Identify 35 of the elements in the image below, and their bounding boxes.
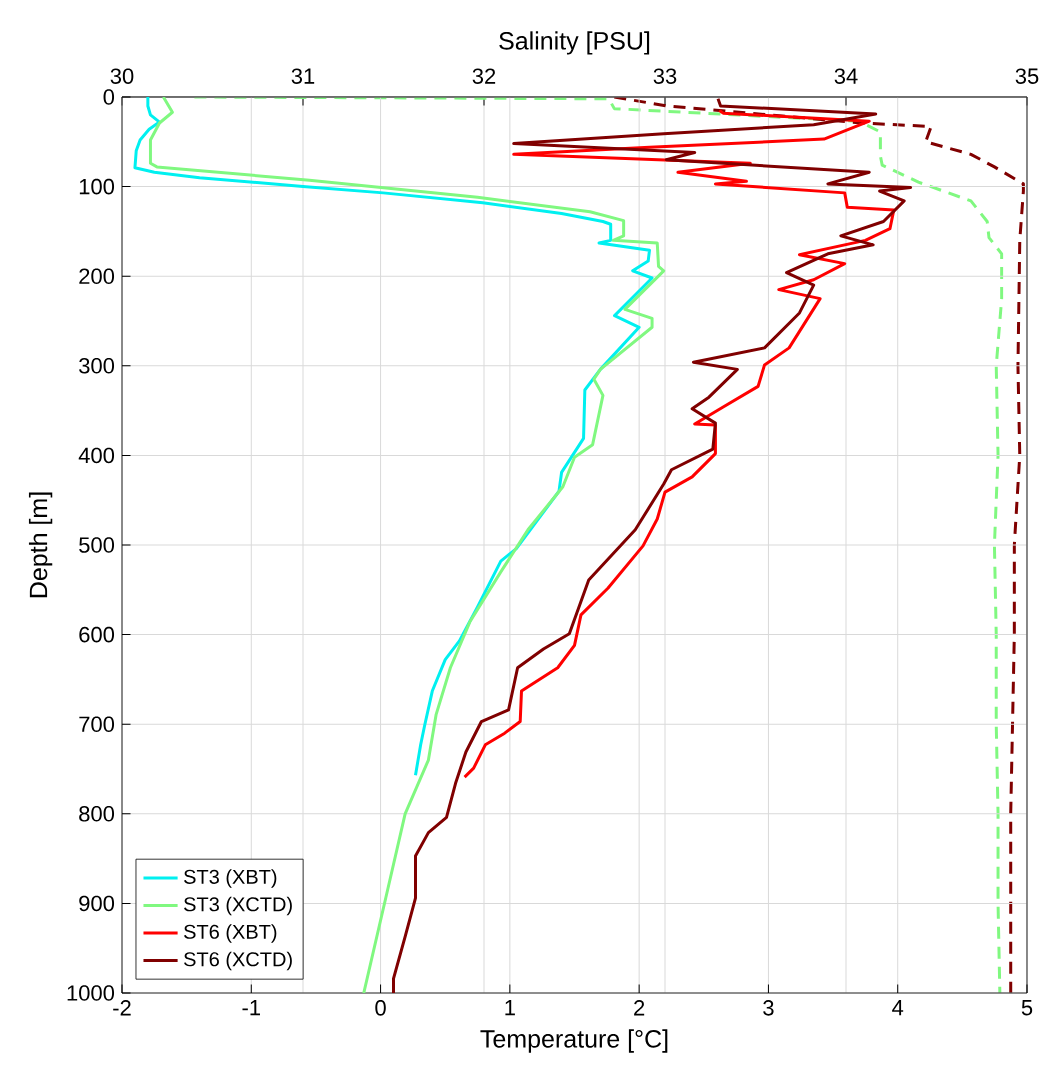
- y-tick-label: 300: [79, 358, 115, 374]
- y-tick-label: 100: [79, 178, 115, 195]
- y-tick-label: 600: [79, 626, 115, 643]
- x2-tick-label: 34: [834, 68, 858, 84]
- y-tick-label: 400: [78, 447, 115, 464]
- x2-axis-title: Salinity [PSU]: [499, 31, 650, 55]
- x-tick-label: 2: [634, 1000, 645, 1016]
- x-tick-label: 5: [1021, 1000, 1033, 1016]
- y-tick-label: 800: [79, 806, 115, 822]
- line-series: [463, 108, 896, 779]
- x2-tick-label: 31: [291, 68, 315, 84]
- x-tick-label: 1: [505, 1000, 515, 1016]
- y-tick-label: 900: [79, 895, 115, 912]
- x-tick-label: -2: [113, 1000, 131, 1016]
- legend-label: ST6 (XBT): [184, 924, 277, 943]
- line-series: [133, 97, 654, 777]
- line-series: [148, 97, 666, 994]
- x-tick-label: 4: [892, 1000, 904, 1016]
- y-tick-label: 1000: [67, 985, 115, 1001]
- x-tick-label: 3: [763, 1000, 774, 1016]
- x2-tick-label: 35: [1015, 68, 1039, 84]
- x-tick-label: 0: [375, 1000, 386, 1016]
- x2-tick-label: 33: [653, 68, 677, 84]
- legend-label: ST6 (XCTD): [184, 951, 292, 971]
- legend-label: ST3 (XCTD): [184, 896, 292, 916]
- y-tick-label: 700: [79, 716, 115, 732]
- x2-tick-label: 32: [472, 68, 496, 84]
- y-tick-label: 0: [103, 89, 115, 105]
- x-axis-title: Temperature [°C]: [480, 1029, 668, 1053]
- legend-label: ST3 (XBT): [184, 869, 277, 888]
- x2-tick-label: 30: [110, 68, 134, 84]
- y-tick-label: 500: [79, 537, 115, 553]
- y-axis-title: Depth [m]: [28, 492, 53, 598]
- y-tick-label: 200: [79, 268, 115, 284]
- x-tick-label: -1: [242, 1000, 260, 1016]
